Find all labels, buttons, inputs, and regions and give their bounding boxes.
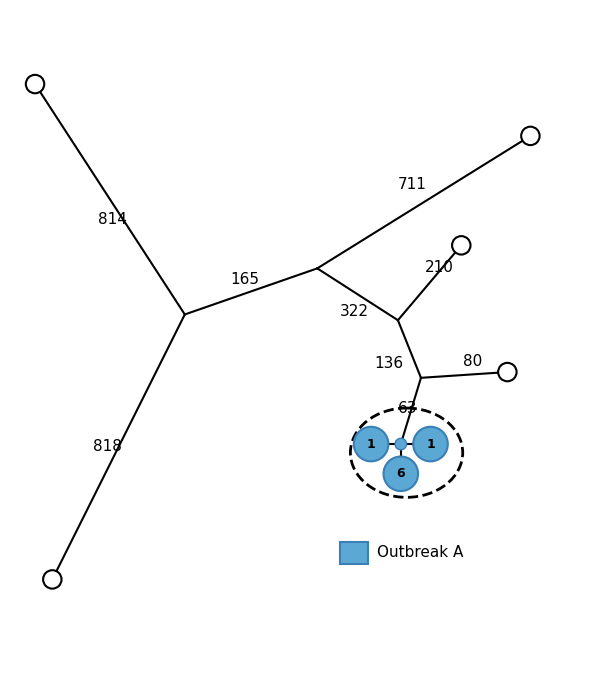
Circle shape bbox=[395, 438, 407, 450]
Text: 814: 814 bbox=[98, 212, 127, 227]
Circle shape bbox=[498, 363, 517, 381]
Circle shape bbox=[413, 427, 448, 461]
Text: 136: 136 bbox=[375, 356, 404, 371]
Text: 210: 210 bbox=[425, 260, 454, 275]
Circle shape bbox=[26, 75, 44, 93]
Circle shape bbox=[354, 427, 388, 461]
Text: 63: 63 bbox=[397, 402, 417, 416]
Text: 818: 818 bbox=[92, 439, 121, 454]
Text: 1: 1 bbox=[426, 437, 435, 450]
Text: 6: 6 bbox=[397, 467, 405, 481]
Text: Outbreak A: Outbreak A bbox=[377, 545, 463, 560]
Text: 165: 165 bbox=[231, 273, 260, 288]
Text: 1: 1 bbox=[367, 437, 376, 450]
Text: 322: 322 bbox=[340, 304, 369, 319]
FancyBboxPatch shape bbox=[340, 542, 368, 564]
Text: 711: 711 bbox=[398, 178, 427, 192]
Circle shape bbox=[383, 456, 418, 491]
Text: 80: 80 bbox=[463, 354, 482, 369]
Circle shape bbox=[43, 570, 62, 589]
Circle shape bbox=[521, 127, 539, 145]
Circle shape bbox=[452, 236, 470, 254]
